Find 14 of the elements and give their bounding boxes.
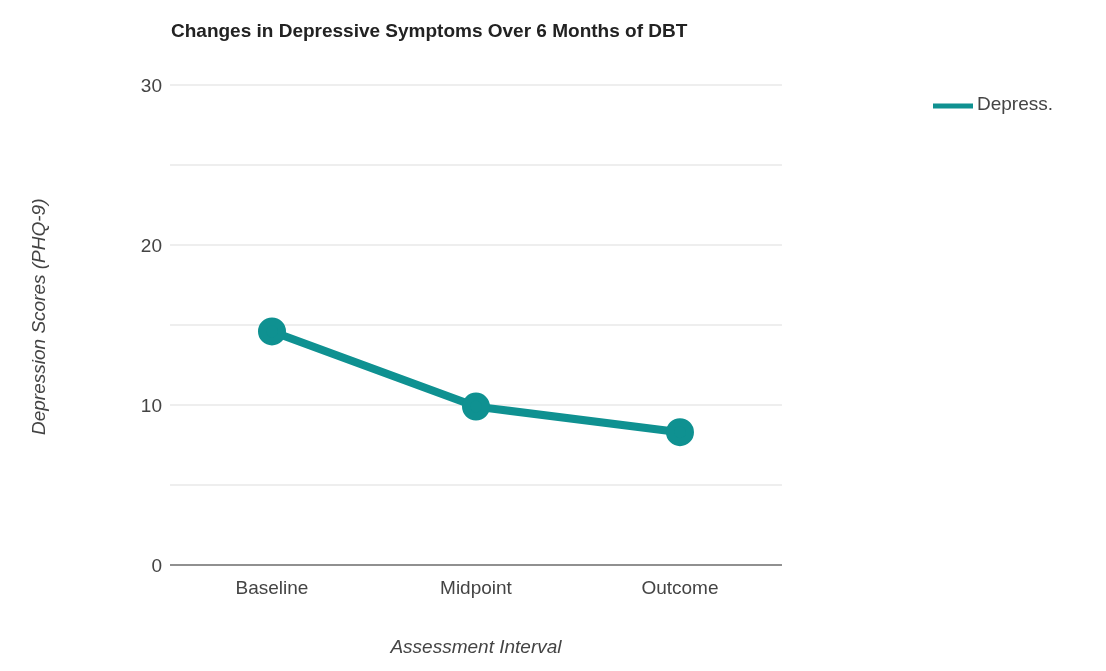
y-tick-label: 20 <box>140 234 162 256</box>
point <box>258 317 286 346</box>
x-tick-label: Baseline <box>235 577 309 599</box>
legend-label: Depress. <box>977 93 1054 115</box>
x-axis-title: Assessment Interval <box>389 636 563 657</box>
y-tick-label: 10 <box>140 394 162 416</box>
y-axis-title: Depression Scores (PHQ-9) <box>27 198 49 435</box>
y-tick-label: 30 <box>140 74 162 96</box>
x-tick-label: Midpoint <box>440 577 513 599</box>
x-tick-label: Outcome <box>641 577 719 599</box>
point <box>461 392 490 421</box>
chart-title: Changes in Depressive Symptoms Over 6 Months of DBT <box>171 20 688 42</box>
y-tick-label: 0 <box>151 554 162 576</box>
point <box>665 418 694 447</box>
